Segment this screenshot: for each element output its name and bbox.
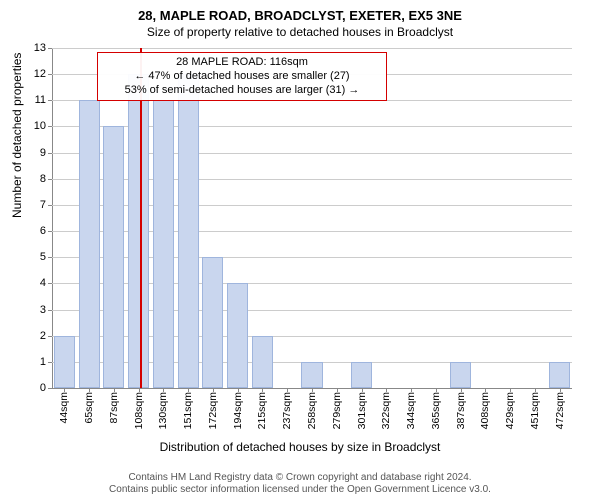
ytick-mark bbox=[48, 100, 52, 101]
histogram-bar bbox=[351, 362, 372, 388]
xtick-label: 87sqm bbox=[108, 392, 120, 424]
y-axis-line bbox=[52, 48, 53, 388]
xtick-label: 408sqm bbox=[479, 392, 491, 429]
histogram-bar bbox=[252, 336, 273, 388]
ytick-label: 0 bbox=[0, 382, 46, 394]
xtick-label: 472sqm bbox=[554, 392, 566, 429]
histogram-bar bbox=[301, 362, 322, 388]
ytick-mark bbox=[48, 74, 52, 75]
ytick-label: 13 bbox=[0, 42, 46, 54]
ytick-label: 5 bbox=[0, 251, 46, 263]
xtick-label: 258sqm bbox=[306, 392, 318, 429]
plot-area: 44sqm65sqm87sqm108sqm130sqm151sqm172sqm1… bbox=[52, 48, 572, 388]
ytick-mark bbox=[48, 336, 52, 337]
ytick-label: 6 bbox=[0, 225, 46, 237]
xtick-label: 130sqm bbox=[157, 392, 169, 429]
ytick-mark bbox=[48, 179, 52, 180]
ytick-mark bbox=[48, 231, 52, 232]
ytick-label: 8 bbox=[0, 173, 46, 185]
ytick-label: 12 bbox=[0, 68, 46, 80]
histogram-bar bbox=[549, 362, 570, 388]
xtick-label: 215sqm bbox=[256, 392, 268, 429]
ytick-label: 2 bbox=[0, 330, 46, 342]
xtick-label: 237sqm bbox=[281, 392, 293, 429]
xtick-label: 279sqm bbox=[331, 392, 343, 429]
footer-line2: Contains public sector information licen… bbox=[109, 484, 491, 495]
histogram-bar bbox=[54, 336, 75, 388]
gridline bbox=[52, 48, 572, 49]
xtick-label: 151sqm bbox=[182, 392, 194, 429]
ytick-mark bbox=[48, 362, 52, 363]
histogram-bar bbox=[178, 74, 199, 388]
xtick-label: 44sqm bbox=[58, 392, 70, 424]
ytick-mark bbox=[48, 205, 52, 206]
xtick-label: 387sqm bbox=[455, 392, 467, 429]
histogram-bar bbox=[202, 257, 223, 388]
ytick-mark bbox=[48, 283, 52, 284]
ytick-mark bbox=[48, 126, 52, 127]
chart-title: 28, MAPLE ROAD, BROADCLYST, EXETER, EX5 … bbox=[0, 0, 600, 23]
annotation-line: 28 MAPLE ROAD: 116sqm bbox=[104, 56, 380, 70]
ytick-mark bbox=[48, 48, 52, 49]
xtick-label: 429sqm bbox=[504, 392, 516, 429]
x-axis-title: Distribution of detached houses by size … bbox=[0, 440, 600, 454]
footer: Contains HM Land Registry data © Crown c… bbox=[0, 472, 600, 496]
ytick-label: 1 bbox=[0, 356, 46, 368]
annotation-box: 28 MAPLE ROAD: 116sqm← 47% of detached h… bbox=[97, 52, 387, 101]
ytick-mark bbox=[48, 310, 52, 311]
ytick-label: 3 bbox=[0, 304, 46, 316]
histogram-bar bbox=[450, 362, 471, 388]
histogram-bar bbox=[128, 74, 149, 388]
xtick-label: 344sqm bbox=[405, 392, 417, 429]
annotation-line: ← 47% of detached houses are smaller (27… bbox=[104, 70, 380, 84]
annotation-line: 53% of semi-detached houses are larger (… bbox=[104, 84, 380, 98]
ytick-label: 9 bbox=[0, 147, 46, 159]
footer-line1: Contains HM Land Registry data © Crown c… bbox=[128, 472, 471, 483]
xtick-label: 65sqm bbox=[83, 392, 95, 424]
xtick-label: 301sqm bbox=[356, 392, 368, 429]
ytick-mark bbox=[48, 153, 52, 154]
ytick-mark bbox=[48, 388, 52, 389]
chart-subtitle: Size of property relative to detached ho… bbox=[0, 23, 600, 39]
xtick-label: 172sqm bbox=[207, 392, 219, 429]
ytick-label: 11 bbox=[0, 94, 46, 106]
ytick-label: 4 bbox=[0, 277, 46, 289]
histogram-bar bbox=[227, 283, 248, 388]
histogram-bar bbox=[79, 100, 100, 388]
xtick-label: 194sqm bbox=[232, 392, 244, 429]
xtick-label: 108sqm bbox=[133, 392, 145, 429]
xtick-label: 322sqm bbox=[380, 392, 392, 429]
xtick-label: 451sqm bbox=[529, 392, 541, 429]
ytick-label: 7 bbox=[0, 199, 46, 211]
ytick-label: 10 bbox=[0, 120, 46, 132]
histogram-bar bbox=[153, 100, 174, 388]
histogram-bar bbox=[103, 126, 124, 388]
xtick-label: 365sqm bbox=[430, 392, 442, 429]
ytick-mark bbox=[48, 257, 52, 258]
